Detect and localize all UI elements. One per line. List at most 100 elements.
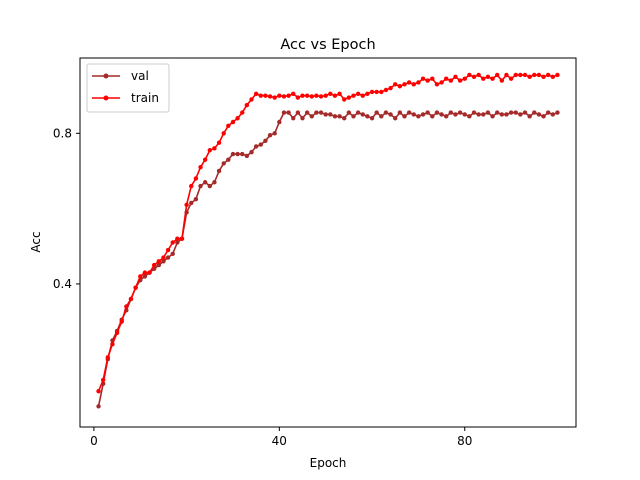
- data-point-train: [124, 304, 129, 309]
- data-point-val: [388, 112, 393, 117]
- data-point-train: [240, 110, 245, 115]
- data-point-val: [374, 110, 379, 115]
- data-point-train: [184, 202, 189, 208]
- x-tick-label: 40: [272, 434, 287, 448]
- data-point-val: [156, 262, 162, 268]
- data-point-train: [504, 72, 509, 78]
- data-point-val: [267, 132, 273, 138]
- data-point-val: [244, 153, 250, 159]
- data-point-train: [393, 82, 398, 87]
- data-point-train: [545, 72, 551, 78]
- data-point-train: [207, 148, 212, 153]
- data-point-val: [365, 114, 370, 119]
- data-point-train: [342, 97, 347, 102]
- data-point-train: [541, 74, 546, 80]
- data-point-val: [383, 110, 389, 115]
- y-tick-label: 0.4: [53, 277, 72, 291]
- series-val: [96, 110, 560, 409]
- data-point-train: [522, 72, 528, 78]
- data-point-train: [216, 140, 222, 145]
- data-point-train: [508, 76, 514, 81]
- data-point-train: [374, 89, 379, 95]
- data-point-train: [550, 74, 556, 80]
- data-point-train: [96, 389, 101, 394]
- data-point-train: [499, 78, 505, 83]
- x-axis-label: Epoch: [310, 456, 347, 470]
- y-axis-label: Acc: [29, 231, 43, 252]
- data-point-train: [536, 72, 542, 78]
- data-point-train: [119, 319, 124, 324]
- data-point-train: [444, 76, 449, 81]
- data-point-val: [142, 274, 148, 279]
- data-point-val: [406, 110, 412, 115]
- data-point-val: [221, 161, 226, 166]
- data-point-val: [295, 110, 301, 115]
- data-point-val: [202, 180, 208, 185]
- data-point-train: [291, 91, 296, 96]
- data-point-val: [481, 112, 486, 117]
- data-point-val: [235, 151, 240, 157]
- legend: val train: [86, 63, 170, 113]
- ticks: 0 40 80 0.4 0.8: [53, 126, 472, 448]
- data-point-train: [430, 76, 435, 81]
- data-point-train: [142, 270, 148, 275]
- data-point-train: [198, 164, 203, 170]
- data-point-val: [323, 112, 328, 117]
- data-point-train: [420, 76, 426, 81]
- data-point-val: [532, 110, 537, 115]
- legend-marker-train: [103, 95, 109, 101]
- data-point-train: [332, 93, 338, 98]
- data-point-train: [462, 76, 467, 81]
- data-point-val: [453, 112, 458, 117]
- data-point-val: [281, 110, 287, 115]
- data-point-train: [467, 72, 472, 78]
- data-point-val: [541, 114, 546, 119]
- data-point-val: [430, 114, 435, 119]
- data-point-train: [439, 80, 444, 85]
- series-line-train: [97, 74, 558, 392]
- data-point-val: [263, 138, 268, 144]
- data-point-train: [328, 91, 333, 96]
- data-point-val: [411, 112, 416, 117]
- data-point-val: [351, 114, 356, 119]
- data-point-train: [128, 296, 134, 302]
- data-point-val: [393, 116, 398, 121]
- data-point-train: [365, 91, 370, 96]
- data-point-train: [253, 91, 259, 96]
- series-layer: [96, 72, 560, 409]
- data-point-train: [309, 94, 314, 99]
- data-point-train: [105, 355, 111, 360]
- data-point-train: [402, 82, 407, 87]
- data-point-train: [244, 102, 250, 108]
- data-point-val: [240, 151, 245, 157]
- data-point-train: [397, 84, 403, 89]
- data-point-val: [337, 114, 342, 119]
- data-point-train: [110, 341, 115, 347]
- data-point-val: [379, 114, 384, 119]
- data-point-train: [258, 93, 263, 98]
- data-point-train: [165, 247, 171, 253]
- data-point-train: [263, 93, 268, 98]
- data-point-val: [513, 110, 518, 115]
- data-point-train: [379, 89, 384, 95]
- data-point-val: [165, 255, 171, 260]
- x-tick-label: 0: [90, 434, 98, 448]
- data-point-train: [277, 93, 282, 98]
- data-point-val: [346, 110, 352, 115]
- data-point-train: [434, 82, 440, 87]
- data-point-train: [304, 93, 310, 98]
- data-point-train: [351, 93, 356, 98]
- data-point-val: [518, 112, 523, 117]
- data-point-train: [156, 259, 162, 264]
- data-point-val: [462, 112, 467, 117]
- data-point-val: [198, 183, 203, 189]
- data-point-train: [133, 285, 138, 290]
- data-point-val: [434, 110, 440, 115]
- data-point-val: [416, 114, 421, 119]
- plot-area: [79, 57, 577, 428]
- data-point-val: [286, 110, 291, 115]
- series-line-val: [97, 111, 558, 407]
- data-point-train: [281, 94, 287, 99]
- data-point-val: [397, 110, 403, 115]
- data-point-train: [471, 74, 477, 80]
